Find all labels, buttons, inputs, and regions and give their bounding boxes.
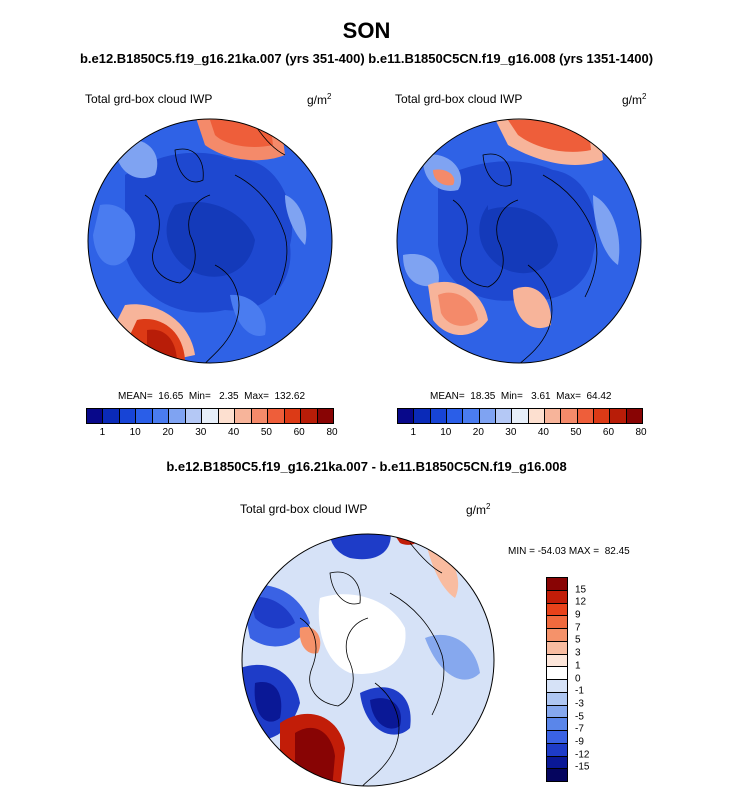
colorbar-swatch [430, 409, 447, 423]
right-panel-units: g/m2 [622, 92, 647, 107]
colorbar-swatch [463, 409, 480, 423]
colorbar-swatch [495, 409, 513, 423]
colorbar-swatch [251, 409, 269, 423]
colorbar-label: 0 [575, 673, 581, 684]
colorbar-swatch [103, 409, 120, 423]
colorbar-swatch [136, 409, 153, 423]
colorbar-swatch [547, 616, 567, 629]
colorbar-swatch [414, 409, 431, 423]
runs-title: b.e12.B1850C5.f19_g16.21ka.007 (yrs 351-… [79, 51, 654, 66]
colorbar-swatch [119, 409, 137, 423]
colorbar-label: 7 [575, 622, 581, 634]
colorbar-swatch [268, 409, 285, 423]
colorbar-swatch [626, 409, 642, 423]
colorbar-label: -9 [575, 736, 584, 748]
colorbar-label: 1 [575, 660, 581, 672]
diff-colorbar-labels: 15 12 9 7 5 3 1 0 -1 -3 -5 -7 -9 -12 -15 [575, 577, 605, 780]
colorbar-label: -7 [575, 723, 584, 735]
colorbar-swatch [547, 629, 567, 642]
colorbar-swatch [547, 718, 567, 731]
colorbar-label: 1 [410, 427, 417, 438]
colorbar-label: 12 [575, 596, 587, 608]
diff-panel-units: g/m2 [466, 502, 491, 517]
colorbar-label: 3 [575, 647, 581, 659]
colorbar-swatch [547, 654, 567, 668]
colorbar-label: 40 [537, 427, 549, 438]
colorbar-swatch [547, 641, 567, 655]
colorbar-swatch [87, 409, 104, 423]
colorbar-label: 10 [440, 427, 452, 438]
colorbar-label: 80 [635, 427, 647, 438]
left-panel-stats: MEAN= 16.65 Min= 2.35 Max= 132.62 [118, 391, 306, 402]
colorbar-swatch [547, 667, 567, 680]
colorbar-swatch [547, 680, 567, 693]
left-colorbar [86, 408, 334, 424]
diff-colorbar [546, 577, 568, 782]
left-colorbar-labels: 1 10 20 30 40 50 60 80 [86, 427, 338, 441]
colorbar-swatch [561, 409, 578, 423]
colorbar-swatch [547, 756, 567, 770]
colorbar-label: 10 [129, 427, 141, 438]
colorbar-swatch [301, 409, 318, 423]
colorbar-swatch [317, 409, 334, 423]
colorbar-label: 80 [326, 427, 338, 438]
colorbar-swatch [446, 409, 464, 423]
right-panel-stats: MEAN= 18.35 Min= 3.61 Max= 64.42 [430, 391, 612, 402]
colorbar-swatch [610, 409, 627, 423]
colorbar-swatch [218, 409, 236, 423]
colorbar-swatch [169, 409, 186, 423]
colorbar-swatch [544, 409, 562, 423]
right-polar-map [396, 118, 642, 364]
colorbar-label: 20 [162, 427, 174, 438]
colorbar-swatch [547, 603, 567, 617]
colorbar-label: -1 [575, 685, 584, 697]
colorbar-swatch [547, 731, 567, 744]
colorbar-label: -3 [575, 698, 584, 710]
colorbar-swatch [479, 409, 496, 423]
colorbar-swatch [185, 409, 203, 423]
colorbar-swatch [235, 409, 252, 423]
colorbar-swatch [528, 409, 545, 423]
colorbar-label: -5 [575, 711, 584, 723]
left-panel-title: Total grd-box cloud IWP [85, 92, 213, 106]
colorbar-label: -12 [575, 749, 590, 761]
colorbar-swatch [547, 578, 567, 591]
colorbar-label: 5 [575, 634, 581, 646]
colorbar-label: 1 [99, 427, 106, 438]
colorbar-label: 30 [505, 427, 517, 438]
diff-panel-title: Total grd-box cloud IWP [240, 502, 368, 516]
diff-polar-map [241, 533, 495, 787]
colorbar-label: 30 [195, 427, 207, 438]
season-title: SON [342, 18, 391, 43]
right-colorbar-labels: 1 10 20 30 40 50 60 80 [397, 427, 646, 441]
colorbar-swatch [577, 409, 594, 423]
colorbar-label: 20 [472, 427, 484, 438]
colorbar-swatch [547, 590, 567, 604]
diff-panel-stats: MIN = -54.03 MAX = 82.45 [508, 546, 630, 557]
colorbar-swatch [512, 409, 529, 423]
colorbar-swatch [547, 743, 567, 757]
left-panel-units: g/m2 [307, 92, 332, 107]
left-polar-map [87, 118, 333, 364]
colorbar-label: 50 [570, 427, 582, 438]
colorbar-swatch [152, 409, 170, 423]
right-colorbar [397, 408, 643, 424]
colorbar-swatch [547, 769, 567, 781]
colorbar-label: 50 [260, 427, 272, 438]
colorbar-label: -15 [575, 761, 590, 773]
colorbar-label: 9 [575, 609, 581, 621]
colorbar-swatch [398, 409, 415, 423]
colorbar-label: 60 [293, 427, 305, 438]
colorbar-swatch [547, 692, 567, 706]
colorbar-swatch [202, 409, 219, 423]
colorbar-label: 15 [575, 584, 587, 596]
colorbar-swatch [284, 409, 302, 423]
colorbar-swatch [593, 409, 611, 423]
difference-title: b.e12.B1850C5.f19_g16.21ka.007 - b.e11.B… [166, 459, 567, 474]
colorbar-swatch [547, 705, 567, 719]
colorbar-label: 40 [228, 427, 240, 438]
colorbar-label: 60 [602, 427, 615, 438]
right-panel-title: Total grd-box cloud IWP [395, 92, 523, 106]
